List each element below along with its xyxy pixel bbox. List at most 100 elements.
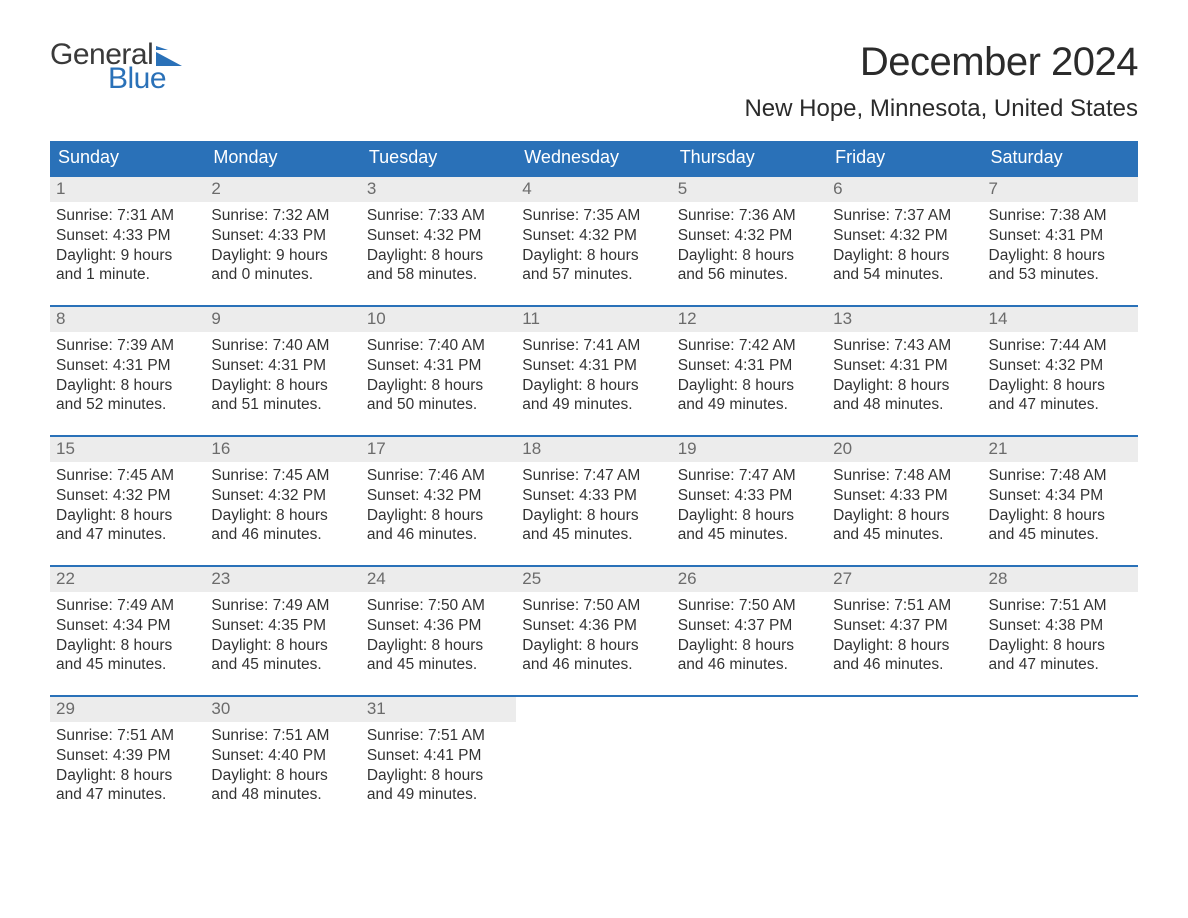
daylight-line: and 52 minutes. [56, 395, 199, 415]
day-body: Sunrise: 7:39 AMSunset: 4:31 PMDaylight:… [50, 332, 205, 421]
daylight-line: Daylight: 8 hours [678, 636, 821, 656]
daylight-line: and 47 minutes. [989, 655, 1132, 675]
daylight-line: Daylight: 9 hours [56, 246, 199, 266]
calendar-day-cell [983, 697, 1138, 825]
day-body: Sunrise: 7:50 AMSunset: 4:36 PMDaylight:… [361, 592, 516, 681]
calendar-header-cell: Wednesday [516, 141, 671, 175]
sunset-line: Sunset: 4:32 PM [367, 486, 510, 506]
sunset-line: Sunset: 4:40 PM [211, 746, 354, 766]
sunset-line: Sunset: 4:31 PM [678, 356, 821, 376]
day-number: 13 [827, 307, 982, 332]
sunset-line: Sunset: 4:31 PM [833, 356, 976, 376]
day-number: 16 [205, 437, 360, 462]
day-number: 7 [983, 177, 1138, 202]
day-body: Sunrise: 7:46 AMSunset: 4:32 PMDaylight:… [361, 462, 516, 551]
daylight-line: Daylight: 8 hours [56, 376, 199, 396]
daylight-line: Daylight: 8 hours [367, 506, 510, 526]
sunrise-line: Sunrise: 7:49 AM [211, 596, 354, 616]
sunset-line: Sunset: 4:36 PM [367, 616, 510, 636]
daylight-line: and 48 minutes. [211, 785, 354, 805]
sunset-line: Sunset: 4:35 PM [211, 616, 354, 636]
daylight-line: Daylight: 8 hours [367, 766, 510, 786]
day-body: Sunrise: 7:51 AMSunset: 4:39 PMDaylight:… [50, 722, 205, 811]
day-body: Sunrise: 7:50 AMSunset: 4:37 PMDaylight:… [672, 592, 827, 681]
sunset-line: Sunset: 4:32 PM [56, 486, 199, 506]
sunset-line: Sunset: 4:31 PM [367, 356, 510, 376]
day-body: Sunrise: 7:43 AMSunset: 4:31 PMDaylight:… [827, 332, 982, 421]
day-body: Sunrise: 7:44 AMSunset: 4:32 PMDaylight:… [983, 332, 1138, 421]
day-number: 11 [516, 307, 671, 332]
sunset-line: Sunset: 4:31 PM [56, 356, 199, 376]
daylight-line: and 57 minutes. [522, 265, 665, 285]
calendar-day-cell: 18Sunrise: 7:47 AMSunset: 4:33 PMDayligh… [516, 437, 671, 565]
sunset-line: Sunset: 4:32 PM [989, 356, 1132, 376]
daylight-line: and 46 minutes. [211, 525, 354, 545]
daylight-line: Daylight: 8 hours [56, 766, 199, 786]
day-body: Sunrise: 7:49 AMSunset: 4:35 PMDaylight:… [205, 592, 360, 681]
daylight-line: and 49 minutes. [678, 395, 821, 415]
sunset-line: Sunset: 4:32 PM [678, 226, 821, 246]
calendar-day-cell: 25Sunrise: 7:50 AMSunset: 4:36 PMDayligh… [516, 567, 671, 695]
sunrise-line: Sunrise: 7:40 AM [367, 336, 510, 356]
day-number: 14 [983, 307, 1138, 332]
calendar-body: 1Sunrise: 7:31 AMSunset: 4:33 PMDaylight… [50, 175, 1138, 825]
calendar-day-cell: 19Sunrise: 7:47 AMSunset: 4:33 PMDayligh… [672, 437, 827, 565]
day-number-empty [672, 697, 827, 721]
daylight-line: and 47 minutes. [56, 785, 199, 805]
calendar-day-cell: 26Sunrise: 7:50 AMSunset: 4:37 PMDayligh… [672, 567, 827, 695]
day-body: Sunrise: 7:38 AMSunset: 4:31 PMDaylight:… [983, 202, 1138, 291]
day-number: 1 [50, 177, 205, 202]
calendar-day-cell: 27Sunrise: 7:51 AMSunset: 4:37 PMDayligh… [827, 567, 982, 695]
sunset-line: Sunset: 4:41 PM [367, 746, 510, 766]
location-subtitle: New Hope, Minnesota, United States [744, 95, 1138, 123]
sunrise-line: Sunrise: 7:41 AM [522, 336, 665, 356]
daylight-line: Daylight: 8 hours [367, 636, 510, 656]
daylight-line: Daylight: 8 hours [989, 636, 1132, 656]
daylight-line: and 50 minutes. [367, 395, 510, 415]
day-body: Sunrise: 7:48 AMSunset: 4:34 PMDaylight:… [983, 462, 1138, 551]
day-number: 25 [516, 567, 671, 592]
day-number: 10 [361, 307, 516, 332]
daylight-line: Daylight: 8 hours [678, 506, 821, 526]
daylight-line: Daylight: 8 hours [56, 506, 199, 526]
daylight-line: and 45 minutes. [56, 655, 199, 675]
sunrise-line: Sunrise: 7:46 AM [367, 466, 510, 486]
sunset-line: Sunset: 4:36 PM [522, 616, 665, 636]
calendar-day-cell: 31Sunrise: 7:51 AMSunset: 4:41 PMDayligh… [361, 697, 516, 825]
calendar-day-cell: 12Sunrise: 7:42 AMSunset: 4:31 PMDayligh… [672, 307, 827, 435]
calendar-day-cell: 28Sunrise: 7:51 AMSunset: 4:38 PMDayligh… [983, 567, 1138, 695]
day-number: 23 [205, 567, 360, 592]
calendar-day-cell [827, 697, 982, 825]
day-number: 17 [361, 437, 516, 462]
calendar-day-cell: 10Sunrise: 7:40 AMSunset: 4:31 PMDayligh… [361, 307, 516, 435]
day-body: Sunrise: 7:42 AMSunset: 4:31 PMDaylight:… [672, 332, 827, 421]
sunset-line: Sunset: 4:33 PM [56, 226, 199, 246]
sunset-line: Sunset: 4:33 PM [833, 486, 976, 506]
day-number: 2 [205, 177, 360, 202]
month-title: December 2024 [744, 40, 1138, 85]
daylight-line: Daylight: 8 hours [56, 636, 199, 656]
sunrise-line: Sunrise: 7:43 AM [833, 336, 976, 356]
daylight-line: and 46 minutes. [833, 655, 976, 675]
calendar-header-cell: Thursday [672, 141, 827, 175]
sunrise-line: Sunrise: 7:31 AM [56, 206, 199, 226]
day-body: Sunrise: 7:51 AMSunset: 4:40 PMDaylight:… [205, 722, 360, 811]
sunrise-line: Sunrise: 7:47 AM [522, 466, 665, 486]
day-number: 5 [672, 177, 827, 202]
sunrise-line: Sunrise: 7:39 AM [56, 336, 199, 356]
sunset-line: Sunset: 4:38 PM [989, 616, 1132, 636]
day-number: 22 [50, 567, 205, 592]
day-body: Sunrise: 7:31 AMSunset: 4:33 PMDaylight:… [50, 202, 205, 291]
calendar-day-cell: 15Sunrise: 7:45 AMSunset: 4:32 PMDayligh… [50, 437, 205, 565]
calendar-day-cell: 30Sunrise: 7:51 AMSunset: 4:40 PMDayligh… [205, 697, 360, 825]
sunrise-line: Sunrise: 7:37 AM [833, 206, 976, 226]
sunrise-line: Sunrise: 7:51 AM [989, 596, 1132, 616]
day-body: Sunrise: 7:45 AMSunset: 4:32 PMDaylight:… [205, 462, 360, 551]
header-area: General Blue December 2024 New Hope, Min… [50, 40, 1138, 123]
calendar-header-cell: Saturday [983, 141, 1138, 175]
daylight-line: Daylight: 8 hours [211, 506, 354, 526]
calendar-week-row: 1Sunrise: 7:31 AMSunset: 4:33 PMDaylight… [50, 175, 1138, 305]
calendar-day-cell: 23Sunrise: 7:49 AMSunset: 4:35 PMDayligh… [205, 567, 360, 695]
sunrise-line: Sunrise: 7:51 AM [833, 596, 976, 616]
sunrise-line: Sunrise: 7:51 AM [211, 726, 354, 746]
